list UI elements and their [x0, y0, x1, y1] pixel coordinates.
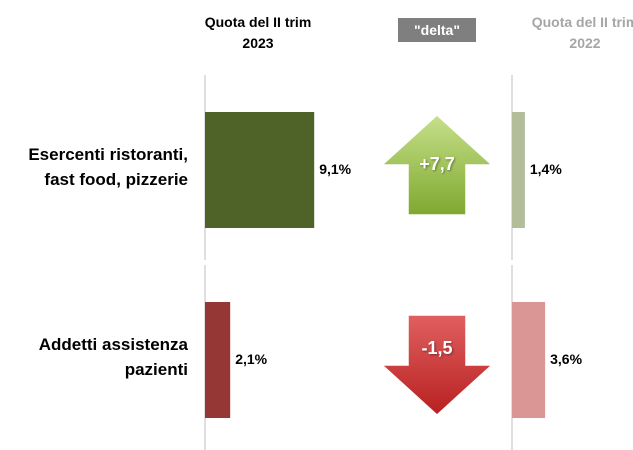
bar: [512, 302, 546, 418]
bar: [512, 112, 525, 228]
value-label: 9,1%: [319, 161, 352, 177]
series-header: Quota del II trim 2023: [204, 14, 312, 51]
value-label: 3,6%: [550, 351, 583, 367]
bar: [205, 302, 231, 418]
bar: [205, 112, 315, 228]
delta-header: "delta": [398, 18, 476, 42]
delta-arrow: [380, 113, 494, 216]
value-label: 1,4%: [529, 161, 562, 177]
value-label: 2,1%: [235, 351, 268, 367]
delta-label: -1,5: [421, 338, 453, 358]
category-label: Esercenti ristoranti, fast food, pizzeri…: [28, 145, 188, 189]
delta-arrow: [380, 314, 494, 417]
delta-label: +7,7: [419, 154, 455, 174]
series-header: Quota del II trim 2022: [531, 14, 633, 51]
category-label: Addetti assistenza pazienti: [38, 335, 188, 379]
